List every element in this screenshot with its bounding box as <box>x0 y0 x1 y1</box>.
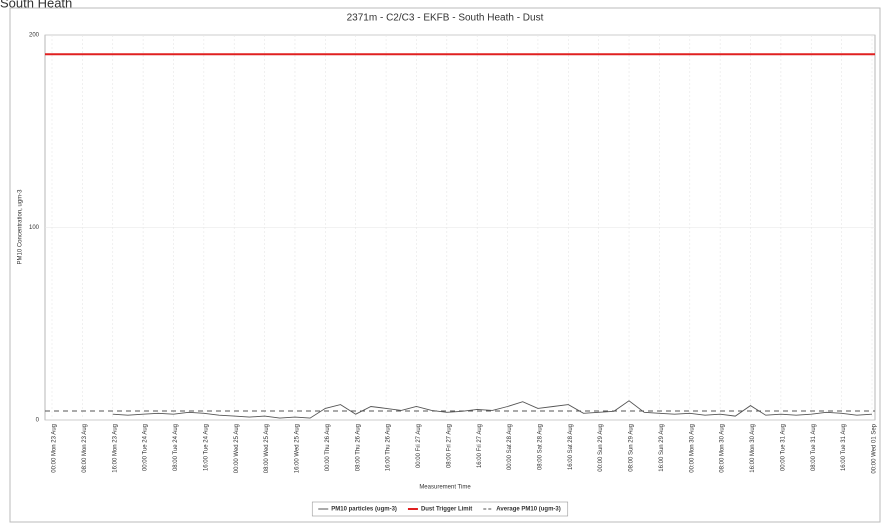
x-tick-label: 08:00 Wed 25 Aug <box>264 424 270 473</box>
x-tick-label: 00:00 Tue 24 Aug <box>143 424 149 471</box>
x-tick-label: 00:00 Sat 28 Aug <box>507 424 513 470</box>
x-axis-title: Measurement Time <box>419 485 471 491</box>
y-tick-label: 0 <box>36 418 40 424</box>
legend: PM10 particles (ugm-3) Dust Trigger Limit… <box>311 501 569 517</box>
x-tick-label: 16:00 Sat 28 Aug <box>568 424 574 470</box>
legend-label: Dust Trigger Limit <box>421 507 472 513</box>
x-tick-label: 16:00 Thu 26 Aug <box>386 424 392 471</box>
x-tick-label: 00:00 Wed 01 Sep <box>872 423 878 473</box>
x-tick-label: 08:00 Sun 29 Aug <box>629 424 635 472</box>
x-tick-label: 16:00 Fri 27 Aug <box>477 424 483 468</box>
x-tick-label: 00:00 Mon 30 Aug <box>689 424 695 473</box>
x-tick-label: 16:00 Tue 31 Aug <box>841 424 847 471</box>
x-tick-label: 16:00 Mon 30 Aug <box>750 424 756 473</box>
x-tick-label: 00:00 Wed 25 Aug <box>234 424 240 473</box>
x-tick-label: 00:00 Sun 29 Aug <box>598 424 604 472</box>
x-tick-label: 16:00 Wed 25 Aug <box>295 424 301 473</box>
x-tick-label: 08:00 Thu 26 Aug <box>355 424 361 471</box>
x-tick-label: 16:00 Tue 24 Aug <box>203 424 209 471</box>
x-tick-label: 08:00 Mon 23 Aug <box>82 424 88 473</box>
chart-title: 2371m - C2/C3 - EKFB - South Heath - Dus… <box>347 13 544 24</box>
x-tick-label: 00:00 Tue 31 Aug <box>780 424 786 471</box>
y-axis-title: PM10 Concentration, ugm-3 <box>18 189 24 265</box>
legend-label: PM10 particles (ugm-3) <box>331 507 397 513</box>
y-tick-label: 200 <box>29 33 40 39</box>
page-header: South Heath <box>0 0 72 10</box>
x-tick-label: 16:00 Mon 23 Aug <box>112 424 118 473</box>
chart-frame <box>9 7 881 523</box>
legend-label: Average PM10 (ugm-3) <box>496 507 560 513</box>
x-tick-label: 00:00 Thu 26 Aug <box>325 424 331 471</box>
x-tick-label: 08:00 Mon 30 Aug <box>720 424 726 473</box>
x-tick-label: 08:00 Tue 24 Aug <box>173 424 179 471</box>
x-tick-label: 16:00 Sun 29 Aug <box>659 424 665 472</box>
data-line <box>112 400 873 419</box>
x-tick-label: 08:00 Fri 27 Aug <box>446 424 452 468</box>
x-tick-label: 08:00 Sat 28 Aug <box>538 424 544 470</box>
legend-box <box>311 501 569 517</box>
x-tick-label: 00:00 Mon 23 Aug <box>52 424 58 473</box>
x-tick-label: 08:00 Tue 31 Aug <box>811 424 817 471</box>
x-tick-label: 00:00 Fri 27 Aug <box>416 424 422 468</box>
y-tick-label: 100 <box>29 225 40 231</box>
